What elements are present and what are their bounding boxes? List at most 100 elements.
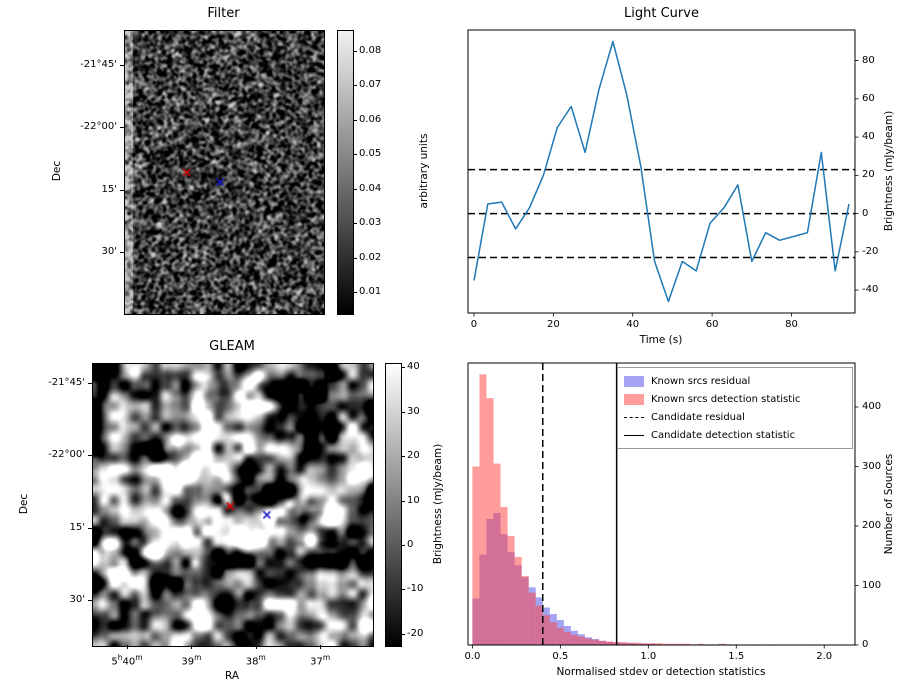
- gleam-title: GLEAM: [209, 339, 255, 354]
- tick-label: 100: [862, 579, 882, 591]
- tick-mark: [120, 65, 124, 67]
- tick-mark: [354, 50, 357, 52]
- hist-bar: [486, 398, 494, 645]
- hist-bar: [570, 634, 578, 645]
- axes-frame: [467, 362, 856, 646]
- filter-sky-image: [124, 30, 325, 315]
- tick-mark: [120, 189, 124, 191]
- gleam-ylabel: Dec: [18, 493, 30, 515]
- tick-label: 0.08: [359, 44, 382, 56]
- hist-bar: [683, 643, 691, 645]
- legend-row: Candidate residual: [624, 408, 846, 426]
- light-curve-line: [473, 40, 850, 303]
- legend-dashed-line-sample: [624, 416, 644, 418]
- hist-bar: [655, 643, 663, 645]
- hist-bar: [549, 622, 557, 645]
- tick-mark: [320, 645, 322, 649]
- tick-mark: [402, 633, 405, 635]
- legend-row: Candidate detection statistic: [624, 426, 846, 444]
- tick-mark: [402, 545, 405, 547]
- filter-colorbar: [337, 30, 354, 315]
- tick-mark: [354, 257, 357, 259]
- light-curve-title: Light Curve: [624, 6, 699, 21]
- tick-label: 60: [705, 319, 719, 330]
- hist-bar: [556, 627, 564, 645]
- tick-label: 20: [546, 319, 560, 330]
- tick-mark: [402, 456, 405, 458]
- hist-bar: [563, 631, 571, 645]
- tick-label: 0.07: [359, 79, 382, 91]
- hist-bar: [577, 636, 585, 645]
- hist-bar: [620, 642, 628, 645]
- tick-mark: [120, 127, 124, 129]
- tick-mark: [402, 500, 405, 502]
- tick-mark: [88, 600, 92, 602]
- tick-label: -22°00': [80, 121, 117, 133]
- tick-label: 20: [862, 169, 875, 181]
- hist-bar: [521, 575, 529, 645]
- tick-label: 0.05: [359, 148, 382, 160]
- tick-label: 38m: [245, 653, 266, 668]
- gleam-sky-image: [92, 363, 374, 647]
- tick-label: 10: [407, 494, 420, 506]
- tick-label: 30: [407, 405, 420, 417]
- hist-bar: [634, 642, 642, 645]
- legend-label: Candidate residual: [651, 411, 745, 423]
- tick-label: 2.0: [816, 651, 833, 662]
- tick-label: 200: [862, 520, 882, 531]
- tick-mark: [88, 382, 92, 384]
- tick-label: 1.0: [640, 651, 657, 662]
- light-curve-xlabel: Time (s): [639, 334, 683, 346]
- tick-label: 40: [626, 319, 640, 330]
- tick-label: 30': [101, 246, 117, 258]
- hist-bar: [542, 615, 550, 645]
- hist-bar: [479, 374, 487, 645]
- histogram-ylabel: Number of Sources: [883, 453, 895, 555]
- tick-label: -40: [862, 284, 879, 296]
- hist-bar: [627, 642, 635, 645]
- tick-label: 20: [407, 450, 420, 462]
- hist-bar: [507, 536, 515, 645]
- tick-label: -21°45': [80, 59, 117, 71]
- hist-bar: [648, 643, 656, 645]
- tick-label: 0.04: [359, 182, 382, 194]
- hist-bar: [676, 643, 684, 645]
- gleam-colorbar: [385, 363, 402, 647]
- hist-bar: [528, 592, 536, 645]
- histogram-xlabel: Normalised stdev or detection statistics: [556, 666, 766, 678]
- tick-label: 0: [407, 539, 414, 551]
- tick-label: 0.03: [359, 217, 382, 229]
- tick-mark: [354, 223, 357, 225]
- legend-label: Known srcs detection statistic: [651, 393, 801, 405]
- tick-mark: [255, 645, 257, 649]
- hist-bar: [592, 639, 600, 645]
- legend-label: Known srcs residual: [651, 375, 751, 387]
- hist-bar: [493, 463, 501, 645]
- filter-ylabel: Dec: [51, 160, 63, 182]
- tick-mark: [120, 252, 124, 254]
- tick-label: 15': [69, 521, 85, 533]
- tick-mark: [88, 455, 92, 457]
- tick-label: -10: [407, 583, 424, 595]
- tick-label: 80: [785, 319, 798, 330]
- legend: Known srcs residual Known srcs detection…: [617, 367, 853, 449]
- tick-label: 60: [862, 92, 875, 104]
- tick-mark: [354, 292, 357, 294]
- tick-label: 39m: [181, 653, 202, 668]
- tick-label: 0: [470, 319, 478, 330]
- tick-label: 37m: [310, 653, 331, 668]
- tick-label: 0: [862, 639, 869, 650]
- histogram-plot: [467, 362, 859, 649]
- detection-histogram: [472, 374, 818, 645]
- tick-mark: [127, 645, 128, 649]
- tick-label: 30': [69, 594, 85, 606]
- tick-mark: [354, 154, 357, 156]
- legend-row: Known srcs detection statistic: [624, 390, 846, 408]
- tick-label: 400: [862, 401, 882, 413]
- tick-label: 0.5: [552, 651, 569, 662]
- hist-bar: [641, 643, 649, 645]
- hist-bar: [500, 506, 508, 645]
- hist-bar: [599, 640, 607, 645]
- legend-patch-residual: [624, 375, 644, 387]
